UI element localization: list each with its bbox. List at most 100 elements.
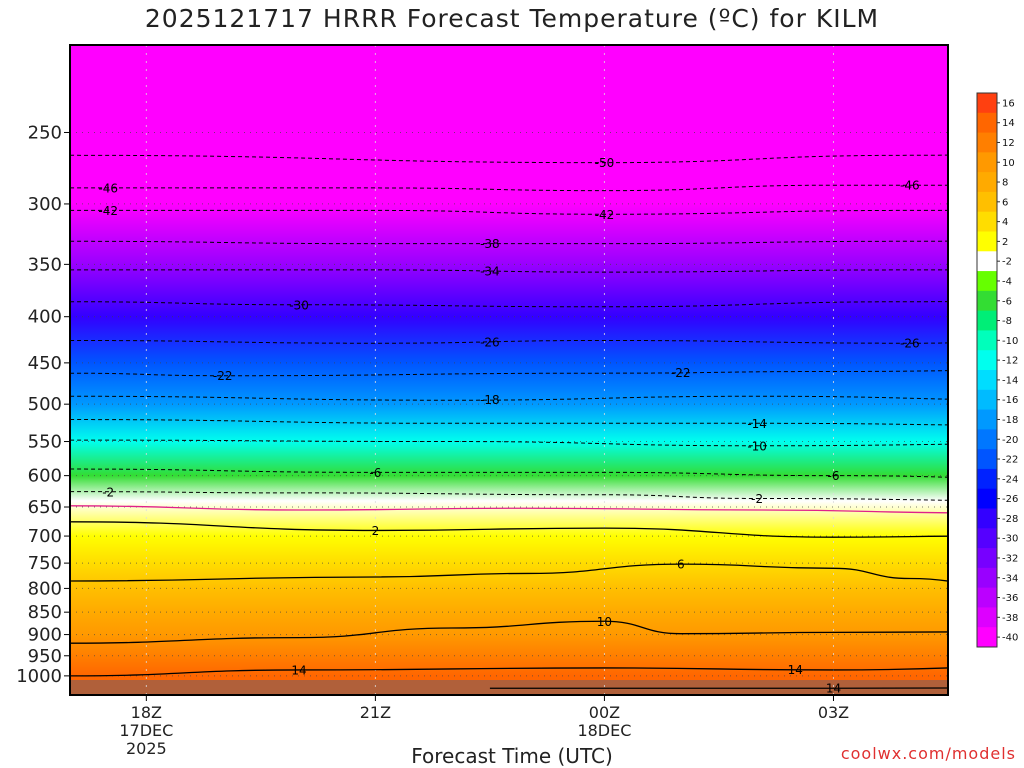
svg-text:-38: -38	[480, 237, 500, 251]
surface-band	[70, 680, 948, 695]
colorbar-label: -2	[1002, 257, 1012, 268]
contour-label: -18	[480, 393, 500, 407]
colorbar-label: 6	[1002, 197, 1008, 208]
contour-label: -22	[671, 366, 691, 380]
contour-line	[70, 240, 948, 245]
colorbar-label: -30	[1002, 534, 1018, 545]
x-tick-date: 18DEC	[577, 721, 631, 740]
colorbar-label: 14	[1002, 118, 1015, 129]
y-tick-label: 800	[28, 578, 62, 599]
colorbar-swatch	[977, 449, 997, 470]
colorbar-swatch	[977, 191, 997, 213]
x-tick-label: 21Z	[360, 703, 391, 722]
colorbar-swatch	[977, 389, 997, 411]
contour-label: -22	[213, 369, 233, 383]
svg-text:-2: -2	[102, 485, 114, 499]
plot-frame	[69, 44, 949, 696]
svg-text:-22: -22	[671, 366, 691, 380]
colorbar-label: -20	[1002, 435, 1018, 446]
colorbar-swatch	[977, 251, 997, 272]
svg-text:14: 14	[291, 663, 306, 677]
colorbar-label: 10	[1002, 158, 1015, 169]
contour-label: -6	[369, 466, 381, 480]
credit-link[interactable]: coolwx.com/models	[840, 744, 1016, 763]
colorbar-label: -24	[1002, 474, 1018, 485]
colorbar-label: -6	[1002, 296, 1012, 307]
y-tick-label: 350	[28, 254, 62, 275]
colorbar-swatch	[977, 429, 997, 450]
contour-label: -14	[747, 417, 767, 431]
colorbar-label: -4	[1002, 276, 1012, 287]
contour-label: -26	[900, 337, 920, 351]
svg-text:-10: -10	[747, 439, 767, 453]
colorbar-swatch	[977, 508, 997, 529]
colorbar-swatch	[977, 132, 997, 153]
svg-text:-34: -34	[480, 265, 500, 279]
colorbar-label: -18	[1002, 415, 1018, 426]
colorbar-label: -40	[1002, 633, 1018, 644]
y-tick-label: 700	[28, 526, 62, 547]
colorbar-label: -36	[1002, 593, 1018, 604]
colorbar-swatch	[977, 607, 997, 628]
y-tick-label: 450	[28, 353, 62, 374]
colorbar-swatch	[977, 567, 997, 589]
contour-label: -26	[480, 335, 500, 349]
colorbar-label: -26	[1002, 494, 1018, 505]
y-tick-label: 1000	[16, 666, 62, 687]
colorbar-label: -8	[1002, 316, 1012, 327]
y-tick-label: 400	[28, 307, 62, 328]
colorbar-swatch	[977, 587, 997, 608]
contour-label: -10	[747, 439, 767, 453]
svg-text:-6: -6	[827, 469, 839, 483]
colorbar-swatch	[977, 350, 997, 371]
plot-area: -50-50-46-46-42-42-42-38-38-34-30-26-26-…	[70, 45, 948, 696]
colorbar-swatch	[977, 310, 997, 331]
colorbar-swatch	[977, 290, 997, 312]
contour-line	[70, 301, 948, 308]
colorbar-swatch	[977, 152, 997, 173]
contour-label: -2	[102, 485, 114, 499]
contour-line	[70, 491, 948, 501]
colorbar-label: -14	[1002, 375, 1018, 386]
contour-label: -42	[595, 208, 615, 222]
contour-line	[70, 184, 948, 192]
x-tick-label: 18Z	[131, 703, 162, 722]
colorbar-swatch	[977, 627, 997, 648]
gridlines	[70, 45, 948, 695]
colorbar-swatch	[977, 271, 997, 292]
svg-text:2: 2	[372, 524, 380, 538]
x-tick-date: 17DEC	[119, 721, 173, 740]
svg-text:14: 14	[788, 663, 803, 677]
svg-text:10: 10	[597, 615, 612, 629]
colorbar-swatch	[977, 548, 997, 569]
y-tick-label: 550	[28, 432, 62, 453]
contour-line	[70, 505, 948, 514]
contour-label: 10	[597, 615, 612, 629]
contour-label: -42	[98, 204, 118, 218]
x-tick-label: 00Z	[589, 703, 620, 722]
contour-line	[70, 439, 948, 447]
contour-line	[70, 339, 948, 344]
colorbar-swatch	[977, 112, 997, 134]
contour-label: -6	[827, 469, 839, 483]
y-tick-label: 600	[28, 466, 62, 487]
y-tick-label: 300	[28, 194, 62, 215]
svg-text:-46: -46	[98, 181, 118, 195]
contour-label: -50	[595, 156, 615, 170]
contour-label: -2	[751, 492, 763, 506]
contour-line	[70, 209, 948, 215]
y-tick-label: 950	[28, 646, 62, 667]
contour-line	[70, 620, 948, 644]
colorbar-swatch	[977, 409, 997, 430]
colorbar-label: -34	[1002, 573, 1018, 584]
svg-text:-2: -2	[751, 492, 763, 506]
contour-label: 14	[291, 663, 306, 677]
chart-title: 2025121717 HRRR Forecast Temperature (ºC…	[144, 4, 880, 33]
svg-text:-18: -18	[480, 393, 500, 407]
colorbar-swatch	[977, 528, 997, 549]
colorbar-frame	[976, 92, 998, 648]
colorbar-label: -38	[1002, 613, 1018, 624]
svg-text:14: 14	[826, 682, 841, 696]
contour-label: -46	[98, 181, 118, 195]
